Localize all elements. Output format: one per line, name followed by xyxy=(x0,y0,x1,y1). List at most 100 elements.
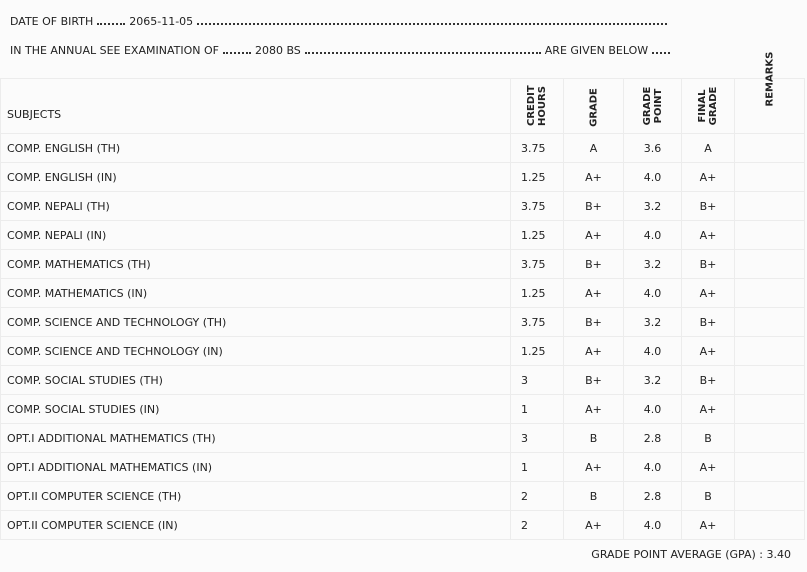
table-cell: B xyxy=(563,481,624,511)
column-header: CREDIT HOURS xyxy=(510,78,564,134)
table-cell: OPT.II COMPUTER SCIENCE (TH) xyxy=(0,481,511,511)
remarks-cell xyxy=(734,394,805,424)
leader xyxy=(652,52,671,54)
leader xyxy=(222,52,251,54)
remarks-cell xyxy=(734,423,805,453)
remarks-cell xyxy=(734,278,805,308)
table-cell: COMP. MATHEMATICS (IN) xyxy=(0,278,511,308)
table-cell: A+ xyxy=(681,220,735,250)
table-cell: COMP. MATHEMATICS (TH) xyxy=(0,249,511,279)
table-cell: 2.8 xyxy=(623,423,682,453)
exam-line: IN THE ANNUAL SEE EXAMINATION OF 2080 BS… xyxy=(10,41,674,57)
table-cell: 4.0 xyxy=(623,336,682,366)
dob-value: 2065-11-05 xyxy=(129,15,194,28)
table-cell: OPT.II COMPUTER SCIENCE (IN) xyxy=(0,510,511,540)
table-cell: 3.2 xyxy=(623,191,682,221)
table-cell: 2 xyxy=(510,510,564,540)
table-cell: 4.0 xyxy=(623,510,682,540)
table-row: OPT.II COMPUTER SCIENCE (TH) 2 B 2.8 B xyxy=(0,481,805,511)
remarks-cell xyxy=(734,307,805,337)
table-cell: 1.25 xyxy=(510,220,564,250)
table-cell: COMP. NEPALI (TH) xyxy=(0,191,511,221)
header-text: REMARKS xyxy=(764,51,775,107)
table-cell: 3.2 xyxy=(623,365,682,395)
table-cell: COMP. SOCIAL STUDIES (TH) xyxy=(0,365,511,395)
table-cell: A xyxy=(681,133,735,163)
header-text: GRADE xyxy=(588,87,599,127)
table-cell: A+ xyxy=(681,336,735,366)
remarks-cell xyxy=(734,162,805,192)
table-cell: 3 xyxy=(510,365,564,395)
table-cell: B+ xyxy=(681,191,735,221)
column-header: SUBJECTS xyxy=(0,78,511,134)
table-cell: B xyxy=(563,423,624,453)
table-cell: A+ xyxy=(681,278,735,308)
table-cell: COMP. ENGLISH (IN) xyxy=(0,162,511,192)
table-cell: B+ xyxy=(563,365,624,395)
column-header: GRADE xyxy=(563,78,624,134)
gpa-value: 3.40 xyxy=(766,548,792,561)
table-row: OPT.II COMPUTER SCIENCE (IN) 2 A+ 4.0 A+ xyxy=(0,510,805,540)
table-cell: 3.2 xyxy=(623,307,682,337)
table-row: COMP. SCIENCE AND TECHNOLOGY (TH) 3.75 B+ 3… xyxy=(0,307,805,337)
table-row: OPT.I ADDITIONAL MATHEMATICS (TH) 3 B 2.8 B xyxy=(0,423,805,453)
table-cell: B+ xyxy=(681,249,735,279)
remarks-cell xyxy=(734,510,805,540)
table-row: COMP. ENGLISH (IN) 1.25 A+ 4.0 A+ xyxy=(0,162,805,192)
leader xyxy=(304,52,541,54)
leader xyxy=(197,23,668,25)
header-text: CREDIT HOURS xyxy=(526,85,548,126)
remarks-cell xyxy=(734,249,805,279)
table-cell: B xyxy=(681,481,735,511)
remarks-cell xyxy=(734,452,805,482)
remarks-cell xyxy=(734,191,805,221)
gpa-label: GRADE POINT AVERAGE (GPA) : xyxy=(591,548,763,561)
table-cell: B xyxy=(681,423,735,453)
column-header: GRADE POINT xyxy=(623,78,682,134)
remarks-cell xyxy=(734,133,805,163)
table-cell: 4.0 xyxy=(623,278,682,308)
remarks-cell xyxy=(734,336,805,366)
table-cell: COMP. NEPALI (IN) xyxy=(0,220,511,250)
header-text: SUBJECTS xyxy=(7,108,62,121)
table-cell: 3 xyxy=(510,423,564,453)
table-cell: 4.0 xyxy=(623,452,682,482)
table-cell: COMP. ENGLISH (TH) xyxy=(0,133,511,163)
table-row: COMP. ENGLISH (TH) 3.75 A 3.6 A xyxy=(0,133,805,163)
header-row: SUBJECTS CREDIT HOURS GRADE GRADE POINT FINA… xyxy=(0,52,805,134)
header-text: GRADE POINT xyxy=(641,86,664,126)
exam-suffix: ARE GIVEN BELOW xyxy=(544,44,649,57)
table-cell: B+ xyxy=(563,249,624,279)
table-row: OPT.I ADDITIONAL MATHEMATICS (IN) 1 A+ 4.0 A… xyxy=(0,452,805,482)
table-cell: 4.0 xyxy=(623,162,682,192)
marks-table: SUBJECTS CREDIT HOURS GRADE GRADE POINT FINA… xyxy=(0,52,805,540)
remarks-cell xyxy=(734,365,805,395)
table-cell: A+ xyxy=(563,452,624,482)
table-cell: B+ xyxy=(681,307,735,337)
table-cell: A xyxy=(563,133,624,163)
table-cell: 4.0 xyxy=(623,220,682,250)
table-cell: B+ xyxy=(681,365,735,395)
table-cell: A+ xyxy=(681,162,735,192)
table-cell: 3.75 xyxy=(510,133,564,163)
table-cell: 3.75 xyxy=(510,307,564,337)
table-cell: 1.25 xyxy=(510,278,564,308)
table-cell: A+ xyxy=(563,394,624,424)
table-row: COMP. MATHEMATICS (IN) 1.25 A+ 4.0 A+ xyxy=(0,278,805,308)
table-row: COMP. NEPALI (IN) 1.25 A+ 4.0 A+ xyxy=(0,220,805,250)
table-cell: A+ xyxy=(681,452,735,482)
table-row: COMP. SCIENCE AND TECHNOLOGY (IN) 1.25 A+ 4… xyxy=(0,336,805,366)
table-cell: COMP. SCIENCE AND TECHNOLOGY (IN) xyxy=(0,336,511,366)
remarks-cell xyxy=(734,481,805,511)
table-cell: OPT.I ADDITIONAL MATHEMATICS (TH) xyxy=(0,423,511,453)
table-row: COMP. SOCIAL STUDIES (TH) 3 B+ 3.2 B+ xyxy=(0,365,805,395)
table-cell: 3.2 xyxy=(623,249,682,279)
header-text: FINAL GRADE xyxy=(697,86,719,126)
table-cell: 2.8 xyxy=(623,481,682,511)
table-cell: 3.6 xyxy=(623,133,682,163)
table-cell: A+ xyxy=(563,220,624,250)
table-cell: 1 xyxy=(510,452,564,482)
table-cell: 4.0 xyxy=(623,394,682,424)
table-cell: A+ xyxy=(563,510,624,540)
table-cell: A+ xyxy=(563,336,624,366)
